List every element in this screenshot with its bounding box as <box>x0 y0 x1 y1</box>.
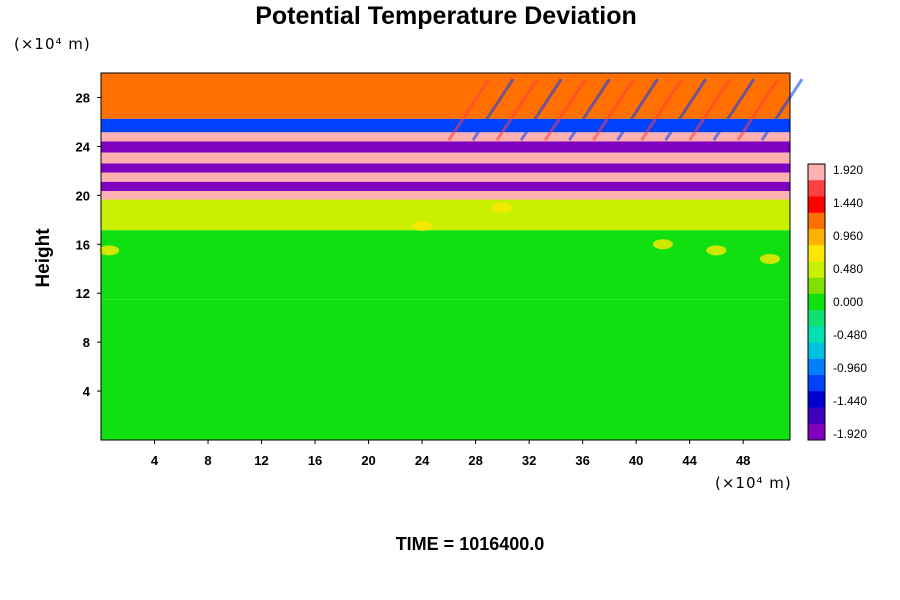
heatmap-band <box>101 191 790 200</box>
colorbar-swatch <box>808 407 825 425</box>
colorbar-swatch <box>808 196 825 214</box>
heatmap-plot-area <box>99 73 804 440</box>
y-tick-label: 4 <box>83 384 91 399</box>
x-tick-label: 16 <box>308 453 322 468</box>
heatmap-band <box>101 141 790 153</box>
colorbar-label: 0.960 <box>833 229 863 243</box>
colorbar-frame <box>807 163 826 441</box>
x-tick-label: 28 <box>468 453 482 468</box>
x-tick-label: 12 <box>254 453 268 468</box>
heatmap-wave <box>664 78 707 142</box>
heatmap-band <box>101 199 790 231</box>
y-tick-label: 28 <box>76 90 90 105</box>
x-tick-label: 24 <box>415 453 430 468</box>
y-tick-label: 20 <box>76 188 90 203</box>
heatmap-band <box>101 118 790 133</box>
x-tick-label: 20 <box>361 453 375 468</box>
heatmap-wave <box>567 78 611 142</box>
heatmap-blob <box>412 220 433 231</box>
heatmap-wave <box>736 78 780 142</box>
colorbar-swatch <box>808 375 825 392</box>
colorbar-swatch <box>808 277 825 295</box>
colorbar-label: -1.920 <box>833 427 867 441</box>
colorbar-label: 1.440 <box>833 196 863 210</box>
heatmap-blob <box>492 202 513 213</box>
heatmap-wave <box>543 78 587 142</box>
colorbar-swatch <box>808 310 825 327</box>
colorbar-label: -0.960 <box>833 361 867 375</box>
time-label: TIME = 1016400.0 <box>396 534 545 554</box>
heatmap-wave <box>688 78 732 142</box>
colorbar-swatch <box>808 164 825 181</box>
heatmap-wave <box>712 78 756 142</box>
heatmap-band <box>101 181 790 192</box>
heatmap-wave <box>519 78 563 142</box>
x-tick-label: 48 <box>736 453 750 468</box>
heatmap-blob <box>652 239 673 250</box>
heatmap-wave <box>640 78 683 142</box>
x-axis-unit: (×10⁴ m) <box>715 474 792 492</box>
colorbar-label: 0.480 <box>833 262 863 276</box>
heatmap-blob <box>99 245 120 256</box>
heatmap-band <box>101 172 790 182</box>
chart-title: Potential Temperature Deviation <box>255 2 637 30</box>
colorbar-swatch <box>808 228 825 246</box>
colorbar-swatch <box>808 293 825 311</box>
y-axis-unit: (×10⁴ m) <box>14 35 91 53</box>
y-tick-label: 12 <box>76 286 90 301</box>
colorbar-label: -1.440 <box>833 394 867 408</box>
colorbar-label: -0.480 <box>833 328 867 342</box>
y-tick-label: 8 <box>83 335 90 350</box>
colorbar-swatch <box>808 391 825 409</box>
heatmap-band <box>101 132 790 142</box>
colorbar-swatch <box>808 261 825 279</box>
x-tick-label: 44 <box>682 453 697 468</box>
colorbar-label: 1.920 <box>833 163 863 177</box>
heatmap-wave <box>447 78 491 142</box>
heatmap-wave <box>471 78 515 142</box>
x-tick-label: 8 <box>204 453 211 468</box>
colorbar-swatch <box>808 342 825 360</box>
colorbar-swatch <box>808 212 825 230</box>
heatmap-wave <box>592 78 635 142</box>
x-tick-label: 40 <box>629 453 643 468</box>
y-tick-label: 16 <box>76 237 90 252</box>
heatmap-wave <box>495 78 539 142</box>
heatmap-band <box>101 152 790 164</box>
y-tick-label: 24 <box>76 139 91 154</box>
x-axis: 4 8 12 16 20 24 28 32 36 40 44 48 <box>151 440 750 468</box>
colorbar-swatch <box>808 180 825 197</box>
heatmap-blob <box>759 253 780 264</box>
colorbar-swatch <box>808 423 825 441</box>
plot-frame <box>100 72 791 441</box>
heatmap-band <box>101 299 790 440</box>
heatmap-blob <box>706 245 727 256</box>
colorbar-label: 0.000 <box>833 295 863 309</box>
x-tick-label: 36 <box>575 453 589 468</box>
heatmap-band <box>101 73 790 119</box>
y-axis-label: Height <box>33 228 54 288</box>
x-tick-label: 4 <box>151 453 159 468</box>
x-tick-label: 32 <box>522 453 536 468</box>
heatmap-wave <box>616 78 659 142</box>
heatmap-band <box>101 163 790 173</box>
colorbar-swatch <box>808 358 825 376</box>
colorbar-swatch <box>808 326 825 344</box>
colorbar: 1.920 1.440 0.960 0.480 0.000 -0.480 -0.960 -1.… <box>807 163 867 441</box>
y-axis: 4 8 12 16 20 24 28 <box>76 90 101 399</box>
heatmap-wave <box>760 78 804 142</box>
colorbar-swatch <box>808 245 825 262</box>
heatmap-band <box>101 230 790 300</box>
